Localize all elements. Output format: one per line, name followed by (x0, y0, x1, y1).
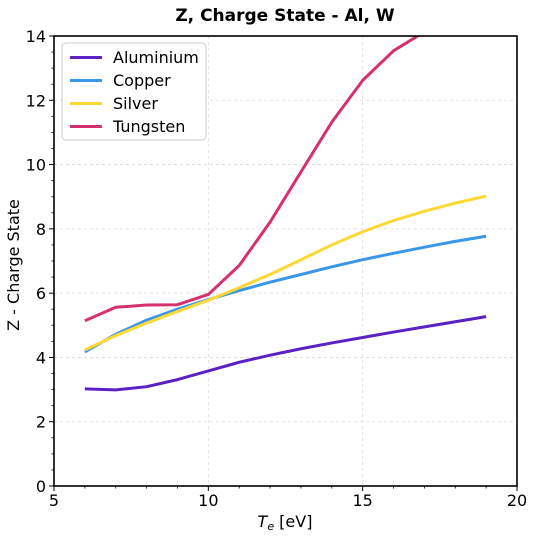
y-tick-label: 14 (26, 27, 46, 46)
x-tick-label: 10 (198, 491, 218, 510)
series-line-silver (84, 194, 487, 352)
y-tick-label: 4 (36, 348, 46, 367)
y-tick-label: 10 (26, 156, 46, 175)
x-tick-label: 15 (352, 491, 372, 510)
series-line-aluminium (84, 315, 487, 392)
x-axis-label-sub: e (267, 520, 274, 533)
series-line-copper (84, 234, 487, 354)
x-axis-label: Te [eV] (258, 512, 313, 533)
series-lines (84, 36, 487, 392)
y-tick-label: 8 (36, 220, 46, 239)
chart-title: Z, Charge State - Al, W (175, 6, 395, 26)
y-axis-label: Z - Charge State (4, 199, 23, 331)
series-line-tungsten (84, 36, 421, 323)
legend: Aluminium Copper Silver Tungsten (61, 42, 207, 141)
axis-ticks: 5 10 15 20 0 2 4 6 8 10 12 14 (26, 27, 528, 510)
x-tick-label: 20 (507, 491, 527, 510)
legend-label-tungsten: Tungsten (112, 117, 185, 136)
legend-label-aluminium: Aluminium (113, 48, 199, 67)
y-tick-label: 0 (36, 477, 46, 496)
y-tick-label: 2 (36, 413, 46, 432)
grid (54, 36, 517, 486)
legend-label-silver: Silver (113, 94, 158, 113)
x-tick-label: 5 (49, 491, 59, 510)
legend-label-copper: Copper (113, 71, 171, 90)
x-axis-label-main: T (258, 512, 269, 531)
y-tick-label: 12 (26, 91, 46, 110)
x-axis-label-unit: [eV] (274, 512, 312, 531)
y-tick-label: 6 (36, 284, 46, 303)
legend-box (61, 42, 207, 141)
